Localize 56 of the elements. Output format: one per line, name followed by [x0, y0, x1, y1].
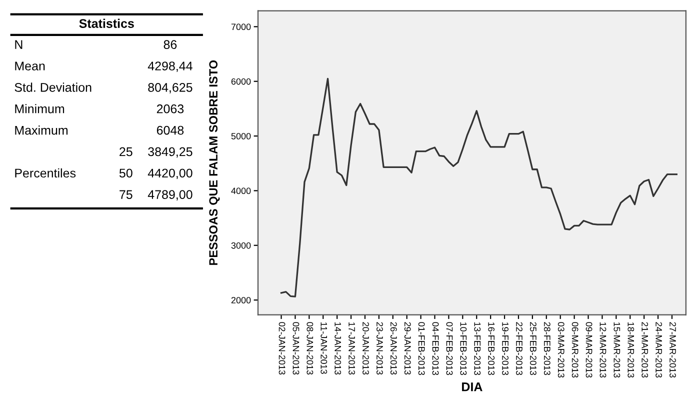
x-tick-label: 17-JAN-2013 — [348, 322, 355, 375]
y-tick-label: 6000 — [231, 78, 251, 85]
text: Percentiles — [15, 168, 76, 178]
x-tick-label: 14-JAN-2013 — [334, 322, 342, 375]
y-tick-label: 4000 — [231, 188, 251, 194]
y-tick-label: 5000 — [231, 132, 251, 140]
x-tick-label: 26-JAN-2013 — [390, 322, 397, 375]
x-tick-label: 20-JAN-2013 — [362, 322, 369, 375]
x-tick-label: 13-FEB-2013 — [474, 322, 481, 376]
x-tick-label: 07-FEB-2013 — [446, 322, 453, 376]
x-tick-label: 03-MAR-2013 — [558, 322, 564, 378]
text: 4789,00 — [148, 190, 192, 200]
x-tick-label: 29-JAN-2013 — [404, 322, 411, 375]
text: N — [15, 40, 22, 49]
x-tick-label: 27-MAR-2013 — [670, 322, 676, 378]
x-tick-label: 22-FEB-2013 — [516, 322, 522, 376]
x-tick-label: 24-MAR-2013 — [656, 322, 662, 378]
x-tick-label: 23-JAN-2013 — [376, 322, 383, 375]
y-tick-label: 2000 — [231, 296, 251, 304]
x-tick-label: 10-FEB-2013 — [460, 322, 467, 376]
x-tick-label: 12-MAR-2013 — [600, 322, 606, 378]
x-tick-label: 15-MAR-2013 — [614, 322, 620, 378]
text: 2063 — [156, 104, 184, 114]
x-tick-label: 11-JAN-2013 — [320, 322, 328, 374]
x-axis-title: DIA — [462, 382, 482, 392]
text: Mean — [15, 62, 45, 70]
y-axis-title: PESSOAS QUE FALAM SOBRE ISTO — [209, 60, 220, 265]
y-tick-label: 3000 — [231, 242, 251, 249]
x-tick-label: 19-FEB-2013 — [502, 322, 508, 376]
x-tick-label: 21-MAR-2013 — [642, 322, 648, 378]
text: 4298,44 — [148, 62, 192, 72]
text: 6048 — [156, 126, 184, 135]
x-tick-label: 04-FEB-2013 — [432, 322, 439, 376]
x-tick-label: 28-FEB-2013 — [544, 322, 550, 376]
x-tick-label: 02-JAN-2013 — [278, 322, 286, 375]
x-tick-label: 25-FEB-2013 — [530, 322, 536, 376]
x-tick-label: 01-FEB-2013 — [418, 322, 425, 376]
text: Statistics — [79, 18, 134, 28]
x-tick-label: 09-MAR-2013 — [586, 322, 592, 378]
x-tick-label: 16-FEB-2013 — [488, 322, 495, 376]
x-tick-label: 05-JAN-2013 — [292, 322, 300, 375]
text: 25 — [120, 147, 132, 156]
text: 4420,00 — [148, 168, 192, 180]
text: 804,625 — [148, 82, 192, 94]
text: Maximum — [15, 126, 68, 135]
x-tick-label: 06-MAR-2013 — [572, 322, 578, 378]
text: 86 — [164, 40, 177, 49]
text: 75 — [120, 190, 132, 199]
x-tick-label: 18-MAR-2013 — [628, 322, 634, 378]
x-tick-label: 08-JAN-2013 — [306, 322, 314, 375]
text: 3849,25 — [148, 147, 192, 158]
line-series — [280, 78, 678, 298]
text: Minimum — [15, 104, 64, 114]
y-tick-label: 7000 — [231, 24, 251, 30]
text: 50 — [119, 168, 132, 178]
text: Std. Deviation — [14, 82, 92, 92]
